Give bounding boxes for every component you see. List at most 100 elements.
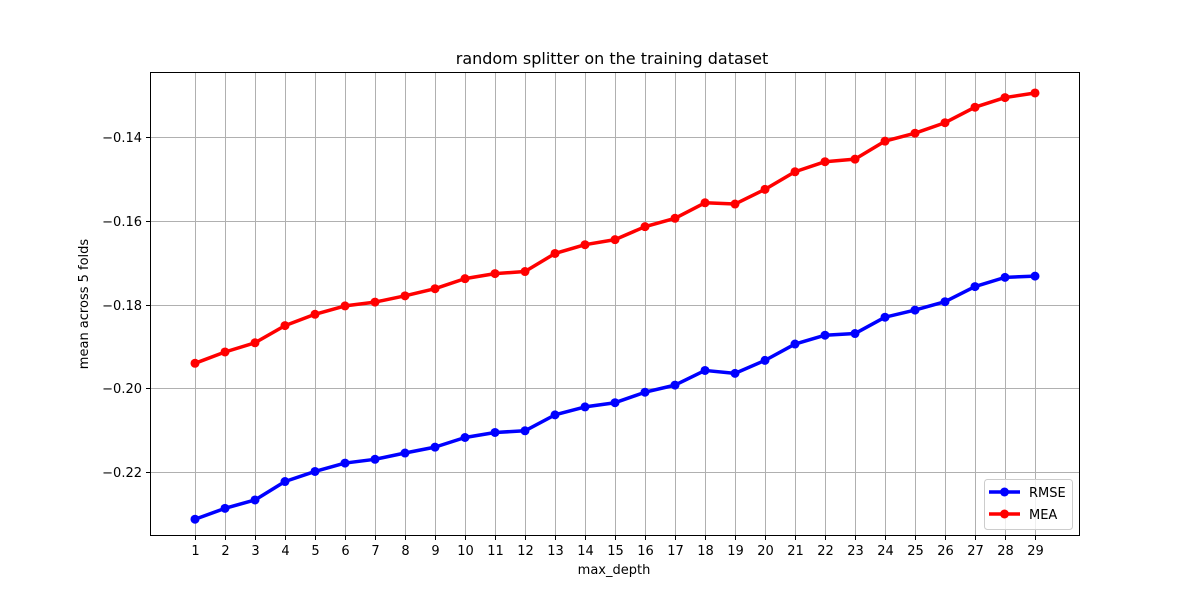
data-point-rmse (610, 398, 620, 408)
data-point-mea (940, 118, 950, 128)
data-point-mea (340, 301, 350, 311)
y-tick-label: −0.16 (102, 215, 142, 230)
data-point-mea (250, 338, 260, 348)
data-point-mea (1030, 88, 1040, 98)
x-tick-label: 17 (667, 544, 684, 559)
data-point-mea (610, 235, 620, 245)
x-tick-label: 21 (787, 544, 804, 559)
x-tick-label: 2 (221, 544, 229, 559)
data-point-rmse (970, 282, 980, 292)
x-tick-label: 1 (191, 544, 199, 559)
data-point-mea (790, 167, 800, 177)
series-lines (190, 88, 1040, 524)
data-point-mea (430, 284, 440, 294)
x-tick-label: 4 (281, 544, 289, 559)
data-point-rmse (460, 433, 470, 442)
x-tick-label: 6 (341, 544, 349, 559)
data-point-mea (850, 154, 860, 164)
data-point-mea (1000, 93, 1010, 103)
data-point-rmse (670, 380, 680, 390)
data-point-rmse (730, 368, 740, 378)
data-point-rmse (280, 477, 290, 487)
x-tick-label: 13 (547, 544, 564, 559)
legend-label-mea: MEA (1029, 508, 1057, 523)
x-tick-label: 26 (937, 544, 954, 559)
data-point-rmse (790, 339, 800, 349)
data-point-rmse (580, 402, 590, 412)
data-point-mea (670, 213, 680, 223)
data-point-rmse (490, 427, 500, 437)
data-point-rmse (520, 426, 530, 436)
y-tick-label: −0.20 (102, 382, 142, 397)
data-point-rmse (190, 514, 200, 524)
data-point-mea (310, 309, 320, 319)
data-point-mea (880, 136, 890, 146)
data-point-rmse (370, 454, 380, 464)
data-point-mea (370, 297, 380, 307)
y-tick-label: −0.22 (102, 466, 142, 481)
data-point-rmse (1000, 272, 1010, 282)
data-point-mea (580, 240, 590, 250)
data-point-rmse (220, 503, 230, 513)
x-tick-label: 10 (457, 544, 474, 559)
data-point-mea (700, 198, 710, 208)
legend: RMSE MEA (984, 479, 1073, 530)
data-point-mea (760, 184, 770, 194)
x-tick-label: 25 (907, 544, 924, 559)
data-point-rmse (250, 495, 260, 505)
data-point-mea (970, 102, 980, 112)
x-tick-label: 15 (607, 544, 624, 559)
x-axis-ticks: 1 2 3 4 5 6 7 8 9 10 11 12 13 14 15 16 17 18 19 20 21 22 23 24 2… (191, 536, 1044, 559)
data-point-mea (490, 269, 500, 279)
x-tick-label: 22 (817, 544, 834, 559)
data-point-rmse (310, 466, 320, 476)
data-point-rmse (400, 448, 410, 458)
x-tick-label: 5 (311, 544, 319, 559)
data-point-rmse (880, 312, 890, 322)
data-point-rmse (910, 305, 920, 315)
x-tick-label: 19 (727, 544, 744, 559)
x-tick-label: 9 (431, 544, 439, 559)
data-point-rmse (640, 387, 650, 397)
y-tick-label: −0.14 (102, 131, 142, 146)
data-point-mea (640, 222, 650, 232)
y-tick-label: −0.18 (102, 299, 142, 314)
legend-label-rmse: RMSE (1029, 486, 1066, 501)
data-point-rmse (820, 330, 830, 340)
x-axis-label: max_depth (578, 563, 651, 578)
x-tick-label: 16 (637, 544, 654, 559)
data-point-mea (520, 267, 530, 277)
x-tick-label: 20 (757, 544, 774, 559)
data-point-rmse (760, 355, 770, 365)
data-point-mea (400, 291, 410, 301)
data-point-rmse (550, 410, 560, 420)
chart-title: random splitter on the training dataset (456, 49, 769, 68)
data-point-mea (820, 157, 830, 167)
data-point-mea (280, 321, 290, 331)
grid (150, 72, 1080, 536)
x-tick-label: 11 (487, 544, 504, 559)
plot-area-frame (150, 72, 1080, 536)
x-tick-label: 27 (967, 544, 984, 559)
data-point-rmse (430, 442, 440, 452)
data-point-rmse (340, 458, 350, 468)
x-tick-label: 14 (577, 544, 594, 559)
data-point-mea (460, 274, 470, 284)
data-point-rmse (1030, 271, 1040, 281)
data-point-mea (220, 347, 230, 357)
y-axis-ticks: −0.22 −0.20 −0.18 −0.16 −0.14 (102, 131, 150, 481)
x-tick-label: 12 (517, 544, 534, 559)
data-point-rmse (940, 297, 950, 307)
legend-marker-rmse (1000, 487, 1009, 497)
x-tick-label: 7 (371, 544, 379, 559)
legend-marker-mea (1000, 509, 1009, 519)
x-tick-label: 18 (697, 544, 714, 559)
x-tick-label: 23 (847, 544, 864, 559)
data-point-mea (730, 199, 740, 209)
data-point-rmse (700, 365, 710, 375)
y-axis-label: mean across 5 folds (77, 239, 92, 370)
x-tick-label: 29 (1027, 544, 1044, 559)
x-tick-label: 3 (251, 544, 259, 559)
